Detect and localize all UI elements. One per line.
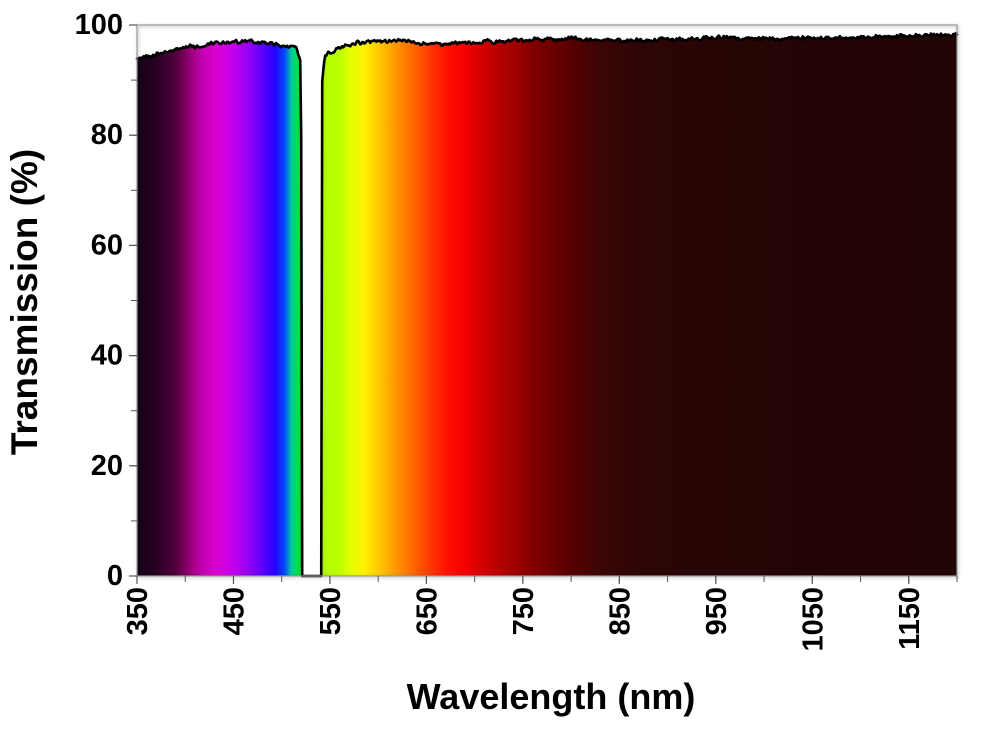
svg-text:1150: 1150 — [894, 587, 926, 650]
svg-text:Wavelength (nm): Wavelength (nm) — [407, 676, 696, 717]
svg-text:40: 40 — [91, 340, 123, 372]
svg-text:20: 20 — [91, 450, 123, 482]
svg-text:450: 450 — [218, 587, 250, 635]
svg-text:350: 350 — [122, 587, 154, 635]
svg-text:650: 650 — [411, 587, 443, 635]
svg-text:80: 80 — [91, 119, 123, 151]
svg-text:550: 550 — [315, 587, 347, 635]
svg-text:100: 100 — [75, 9, 123, 41]
svg-text:850: 850 — [604, 587, 636, 635]
svg-text:0: 0 — [107, 560, 123, 592]
svg-text:60: 60 — [91, 229, 123, 261]
svg-text:1050: 1050 — [797, 587, 829, 652]
svg-text:750: 750 — [508, 587, 540, 635]
svg-text:950: 950 — [701, 587, 733, 635]
svg-text:Transmission (%): Transmission (%) — [4, 149, 45, 455]
